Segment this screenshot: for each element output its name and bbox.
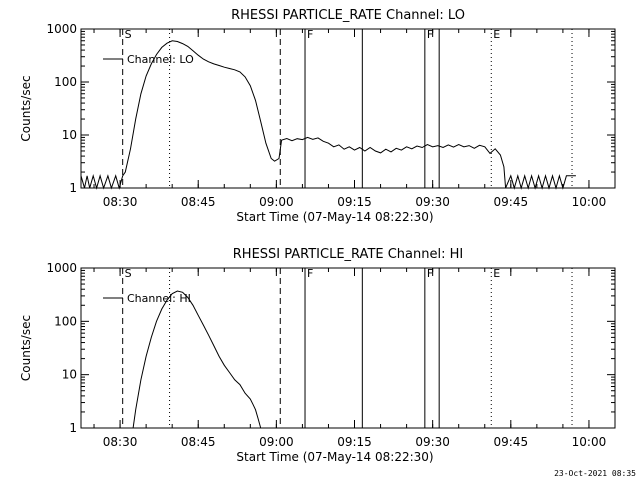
event-marker-label: F <box>307 28 313 41</box>
x-axis-label: Start Time (07-May-14 08:22:30) <box>236 450 433 464</box>
event-marker-label: E <box>493 267 500 280</box>
event-marker-label: S <box>125 28 132 41</box>
y-tick-label: 10 <box>62 368 77 382</box>
y-tick-label: 10 <box>62 128 77 142</box>
x-tick-label: 10:00 <box>572 195 607 209</box>
series-line <box>132 290 262 429</box>
panel-lo: RHESSI PARTICLE_RATE Channel: LO 1 10 100 10… <box>19 8 616 224</box>
x-tick-label: 08:45 <box>181 435 216 449</box>
x-tick-label: 08:30 <box>103 195 138 209</box>
event-marker-label: F <box>307 267 313 280</box>
x-tick-label: 09:00 <box>259 195 294 209</box>
x-tick-label: 09:30 <box>415 435 450 449</box>
y-tick-label: 1 <box>69 421 77 435</box>
event-marker-label: F <box>427 28 433 41</box>
plot-frame <box>80 267 616 429</box>
legend-label: Channel: HI <box>127 292 191 305</box>
x-tick-label: 10:00 <box>572 435 607 449</box>
series-line <box>80 40 576 190</box>
event-marker-label: E <box>493 28 500 41</box>
panel-hi: RHESSI PARTICLE_RATE Channel: HI 1 10 100 10… <box>19 247 616 464</box>
y-tick-label: 1 <box>69 181 77 195</box>
x-tick-label: 09:30 <box>415 195 450 209</box>
y-tick-label: 100 <box>54 75 77 89</box>
chart-title: RHESSI PARTICLE_RATE Channel: LO <box>231 8 465 23</box>
legend-label: Channel: LO <box>127 53 194 66</box>
y-axis-label: Counts/sec <box>19 75 33 141</box>
y-tick-label: 100 <box>54 314 77 328</box>
plot-frame <box>80 28 616 189</box>
y-tick-label: 1000 <box>46 261 77 275</box>
event-marker-label: S <box>125 267 132 280</box>
x-tick-label: 08:45 <box>181 195 216 209</box>
x-tick-label: 08:30 <box>103 435 138 449</box>
x-tick-label: 09:15 <box>337 435 372 449</box>
x-axis-label: Start Time (07-May-14 08:22:30) <box>236 210 433 224</box>
y-axis-label: Counts/sec <box>19 315 33 381</box>
event-marker-label: F <box>427 267 433 280</box>
x-tick-label: 09:00 <box>259 435 294 449</box>
chart-title: RHESSI PARTICLE_RATE Channel: HI <box>233 247 463 262</box>
y-tick-label: 1000 <box>46 22 77 36</box>
x-tick-label: 09:45 <box>494 195 529 209</box>
footer-timestamp: 23-Oct-2021 08:35 <box>554 469 636 478</box>
x-tick-label: 09:15 <box>337 195 372 209</box>
x-tick-label: 09:45 <box>494 435 529 449</box>
